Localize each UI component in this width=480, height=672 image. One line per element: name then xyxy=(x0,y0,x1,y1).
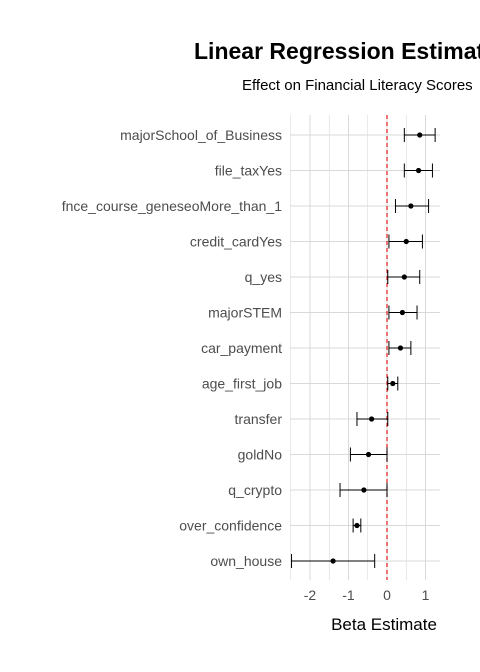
estimate-point xyxy=(417,132,423,138)
y-tick-label: over_confidence xyxy=(179,518,282,534)
grid-layer xyxy=(290,115,440,580)
y-tick-label: file_taxYes xyxy=(215,163,282,179)
estimate-point xyxy=(408,203,414,209)
y-tick-label: majorSchool_of_Business xyxy=(120,127,282,143)
y-tick-label: own_house xyxy=(210,553,282,569)
y-tick-label: fnce_course_geneseoMore_than_1 xyxy=(62,198,282,214)
estimate-point xyxy=(330,558,336,564)
estimate-point xyxy=(399,309,405,316)
y-tick-label: age_first_job xyxy=(202,376,282,392)
y-tick-label: car_payment xyxy=(201,340,282,356)
y-tick-labels: majorSchool_of_Business file_taxYes fnce_c… xyxy=(62,127,283,569)
x-tick-labels: -2 -1 0 1 xyxy=(304,587,430,603)
y-tick-label: q_yes xyxy=(245,269,282,285)
estimate-point xyxy=(390,380,396,387)
estimate-point xyxy=(369,416,375,422)
x-tick-label: 0 xyxy=(383,587,391,603)
estimate-point xyxy=(397,345,404,351)
x-tick-label: -2 xyxy=(304,587,317,603)
x-tick-label: -1 xyxy=(342,587,355,603)
estimate-point xyxy=(403,238,409,245)
y-tick-label: transfer xyxy=(235,411,283,427)
estimate-point xyxy=(354,522,360,529)
x-axis-label: Beta Estimate xyxy=(331,615,437,634)
chart-subtitle: Effect on Financial Literacy Scores xyxy=(242,77,473,94)
y-tick-label: goldNo xyxy=(238,447,283,463)
point-layer xyxy=(330,132,423,564)
estimate-point xyxy=(361,487,367,493)
x-tick-label: 1 xyxy=(422,587,430,603)
estimate-point xyxy=(415,167,422,174)
errorbar-layer xyxy=(291,128,436,568)
y-tick-label: credit_cardYes xyxy=(190,234,282,250)
chart-title: Linear Regression Estimates xyxy=(194,38,480,64)
y-tick-label: q_crypto xyxy=(228,482,282,498)
estimate-point xyxy=(401,274,407,280)
y-tick-label: majorSTEM xyxy=(208,305,282,321)
estimate-point xyxy=(365,451,372,458)
